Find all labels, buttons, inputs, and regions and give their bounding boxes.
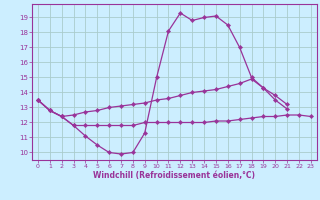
- X-axis label: Windchill (Refroidissement éolien,°C): Windchill (Refroidissement éolien,°C): [93, 171, 255, 180]
